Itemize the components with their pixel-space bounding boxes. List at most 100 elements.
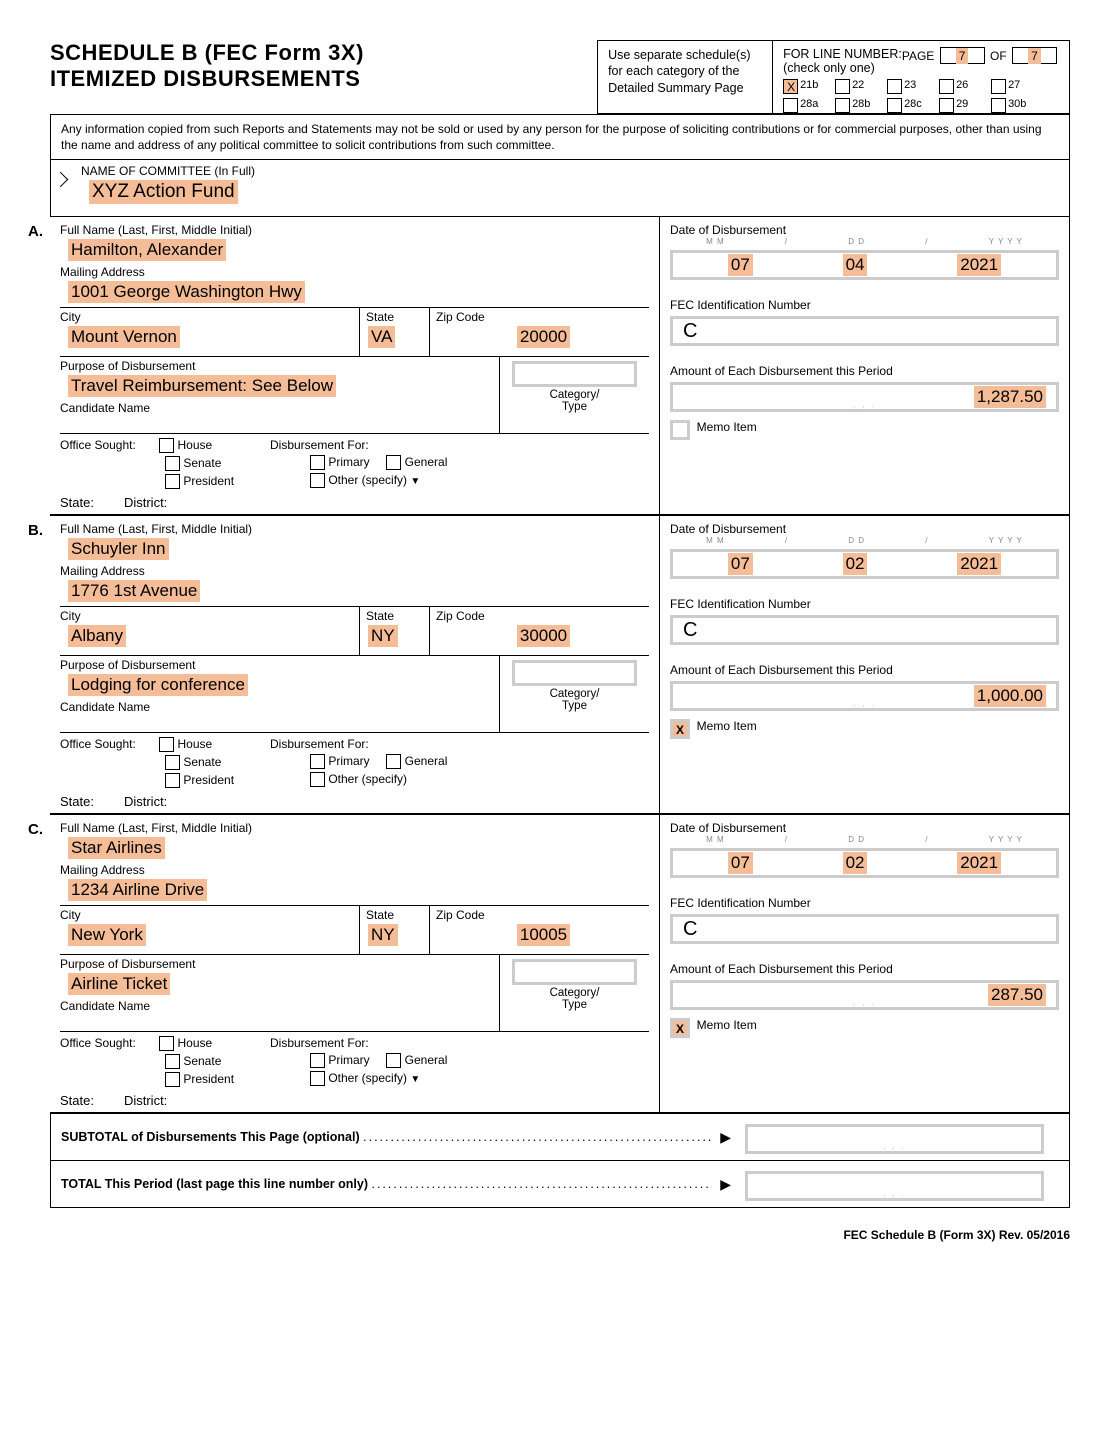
disbursement-for-label: Disbursement For:: [270, 1036, 560, 1050]
amount-box[interactable]: 287.50 , , .: [670, 980, 1059, 1010]
city-value[interactable]: Albany: [68, 625, 126, 647]
zip-value[interactable]: 10005: [517, 924, 570, 946]
category-box[interactable]: [512, 959, 637, 985]
committee-label: NAME OF COMMITTEE (In Full): [81, 164, 1059, 178]
date-box[interactable]: 07 02 2021: [670, 848, 1059, 878]
general-checkbox[interactable]: [386, 1053, 401, 1068]
president-checkbox[interactable]: [165, 1072, 180, 1087]
mailing-value[interactable]: 1776 1st Avenue: [68, 580, 200, 602]
memo-label: Memo Item: [697, 1018, 757, 1032]
line-checkbox-21b[interactable]: X21b: [783, 79, 829, 94]
amount-label: Amount of Each Disbursement this Period: [670, 364, 1059, 378]
house-checkbox[interactable]: [159, 737, 174, 752]
state-value[interactable]: NY: [368, 924, 398, 946]
line-number-label: FOR LINE NUMBER:: [783, 47, 902, 61]
category-label: Category/ Type: [506, 987, 643, 1011]
house-checkbox[interactable]: [159, 438, 174, 453]
state-value[interactable]: NY: [368, 625, 398, 647]
amount-box[interactable]: 1,287.50 , , .: [670, 382, 1059, 412]
other-checkbox[interactable]: [310, 1071, 325, 1086]
city-value[interactable]: Mount Vernon: [68, 326, 180, 348]
subtotal-amount-box[interactable]: , , .: [745, 1124, 1044, 1154]
category-box[interactable]: [512, 660, 637, 686]
page-total: 7: [1028, 48, 1041, 64]
line-checkbox-29[interactable]: 29: [939, 98, 985, 113]
full-name-label: Full Name (Last, First, Middle Initial): [60, 821, 649, 835]
zip-label: Zip Code: [436, 908, 643, 922]
line-checkbox-28c[interactable]: 28c: [887, 98, 933, 113]
fec-schedule-b-form: SCHEDULE B (FEC Form 3X) ITEMIZED DISBUR…: [50, 40, 1070, 1242]
full-name-value[interactable]: Hamilton, Alexander: [68, 239, 226, 261]
state-label: State: [366, 609, 423, 623]
category-label: Category/ Type: [506, 688, 643, 712]
senate-checkbox[interactable]: [165, 456, 180, 471]
line-checkbox-27[interactable]: 27: [991, 79, 1037, 94]
purpose-label: Purpose of Disbursement: [60, 658, 493, 672]
full-name-label: Full Name (Last, First, Middle Initial): [60, 522, 649, 536]
primary-checkbox[interactable]: [310, 754, 325, 769]
state-label: State: [366, 310, 423, 324]
president-checkbox[interactable]: [165, 773, 180, 788]
memo-checkbox[interactable]: X: [670, 1018, 690, 1038]
committee-name[interactable]: XYZ Action Fund: [89, 180, 238, 204]
date-year: 2021: [957, 553, 1001, 575]
fec-tick-marks: [673, 931, 1056, 941]
form-title-1: SCHEDULE B (FEC Form 3X): [50, 40, 597, 66]
date-month: 07: [728, 254, 753, 276]
full-name-value[interactable]: Star Airlines: [68, 837, 165, 859]
line-number-sublabel: (check only one): [783, 61, 875, 75]
totals-section: SUBTOTAL of Disbursements This Page (opt…: [50, 1114, 1070, 1208]
purpose-value[interactable]: Airline Ticket: [68, 973, 170, 995]
general-checkbox[interactable]: [386, 754, 401, 769]
fec-id-label: FEC Identification Number: [670, 597, 1059, 611]
form-title-2: ITEMIZED DISBURSEMENTS: [50, 66, 597, 92]
purpose-value[interactable]: Lodging for conference: [68, 674, 248, 696]
date-label: Date of Disbursement: [670, 223, 1059, 237]
form-header: SCHEDULE B (FEC Form 3X) ITEMIZED DISBUR…: [50, 40, 1070, 114]
house-checkbox[interactable]: [159, 1036, 174, 1051]
fec-id-box[interactable]: C: [670, 615, 1059, 645]
total-amount-box[interactable]: , , .: [745, 1171, 1044, 1201]
line-checkbox-23[interactable]: 23: [887, 79, 933, 94]
date-month: 07: [728, 852, 753, 874]
candidate-label: Candidate Name: [60, 999, 493, 1013]
full-name-value[interactable]: Schuyler Inn: [68, 538, 169, 560]
line-checkbox-30b[interactable]: 30b: [991, 98, 1037, 113]
date-month: 07: [728, 553, 753, 575]
state-field-label: State:: [60, 1093, 94, 1108]
page-number-box[interactable]: 7: [940, 47, 985, 64]
general-checkbox[interactable]: [386, 455, 401, 470]
fec-id-box[interactable]: C: [670, 914, 1059, 944]
mailing-value[interactable]: 1234 Airline Drive: [68, 879, 207, 901]
state-value[interactable]: VA: [368, 326, 395, 348]
page-total-box[interactable]: 7: [1012, 47, 1057, 64]
memo-checkbox[interactable]: [670, 420, 690, 440]
line-checkbox-26[interactable]: 26: [939, 79, 985, 94]
senate-checkbox[interactable]: [165, 755, 180, 770]
line-checkbox-28b[interactable]: 28b: [835, 98, 881, 113]
line-checkbox-22[interactable]: 22: [835, 79, 881, 94]
memo-checkbox[interactable]: X: [670, 719, 690, 739]
city-label: City: [60, 609, 353, 623]
date-box[interactable]: 07 02 2021: [670, 549, 1059, 579]
primary-checkbox[interactable]: [310, 455, 325, 470]
date-box[interactable]: 07 04 2021: [670, 250, 1059, 280]
zip-value[interactable]: 30000: [517, 625, 570, 647]
category-box[interactable]: [512, 361, 637, 387]
president-checkbox[interactable]: [165, 474, 180, 489]
purpose-value[interactable]: Travel Reimbursement: See Below: [68, 375, 336, 397]
senate-checkbox[interactable]: [165, 1054, 180, 1069]
line-checkbox-28a[interactable]: 28a: [783, 98, 829, 113]
primary-checkbox[interactable]: [310, 1053, 325, 1068]
of-label: OF: [990, 49, 1007, 63]
other-checkbox[interactable]: [310, 772, 325, 787]
zip-value[interactable]: 20000: [517, 326, 570, 348]
other-checkbox[interactable]: [310, 473, 325, 488]
mailing-value[interactable]: 1001 George Washington Hwy: [68, 281, 305, 303]
entry-C: C. Full Name (Last, First, Middle Initia…: [50, 815, 1069, 1114]
disclosure-notice: Any information copied from such Reports…: [50, 114, 1070, 159]
zip-label: Zip Code: [436, 310, 643, 324]
amount-box[interactable]: 1,000.00 , , .: [670, 681, 1059, 711]
city-value[interactable]: New York: [68, 924, 146, 946]
fec-id-box[interactable]: C: [670, 316, 1059, 346]
